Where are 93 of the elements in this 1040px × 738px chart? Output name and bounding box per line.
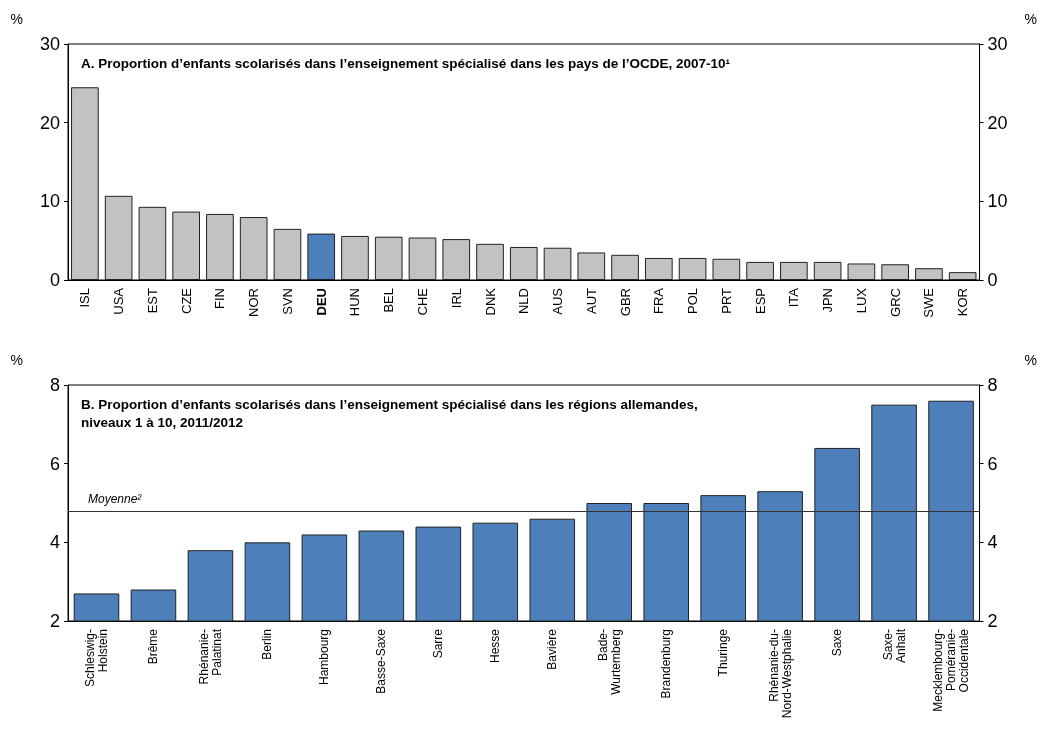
x-tick-label: Berlin xyxy=(260,629,275,660)
x-tick-label: FRA xyxy=(651,287,667,314)
x-tick-label: Bade-Wurtemberg xyxy=(595,629,623,695)
y2-tick-label: 0 xyxy=(987,270,998,290)
x-tick-label: Brême xyxy=(146,628,161,665)
y2-axis-title: % xyxy=(1024,11,1037,27)
y-axis-title: % xyxy=(10,352,23,368)
y2-tick-label: 4 xyxy=(987,532,998,553)
x-tick-label: Brandenburg xyxy=(659,629,674,699)
bar xyxy=(813,261,842,280)
x-tick-label: Schleswig-Holstein xyxy=(82,629,110,688)
y2-tick-label: 20 xyxy=(987,112,1008,133)
x-tick-label: DEU xyxy=(313,288,329,316)
x-tick-label: SVN xyxy=(279,288,295,315)
y-tick-label: 30 xyxy=(39,34,60,54)
text: A. Proportion d’enfants scolarisés dans l’enseignement spécialisé dans les pays de l’OCDE, 2007-10¹ xyxy=(81,55,731,71)
x-tick-label: CZE xyxy=(178,287,194,314)
x-tick-label: ISL xyxy=(77,288,93,308)
bar xyxy=(915,268,943,280)
bar xyxy=(847,263,876,280)
x-tick-label: EST xyxy=(144,287,160,314)
ref-line-label: Moyenne² xyxy=(88,491,143,506)
y2-tick-label: 8 xyxy=(987,375,998,395)
bar xyxy=(746,261,774,280)
x-tick-label: Bavière xyxy=(545,628,560,670)
x-tick-label: JPN xyxy=(820,288,836,313)
x-tick-label: Saxe-Anhalt xyxy=(880,628,908,664)
y-tick-label: 0 xyxy=(49,270,60,290)
x-tick-label: POL xyxy=(685,288,701,315)
bar xyxy=(476,243,504,280)
x-tick-label: PRT xyxy=(718,287,734,314)
y2-tick-label: 2 xyxy=(987,611,998,631)
x-tick-label: AUS xyxy=(550,287,566,315)
x-tick-label: FIN xyxy=(212,288,228,309)
x-tick-label: GBR xyxy=(617,288,633,317)
bar xyxy=(712,258,741,280)
bar xyxy=(374,236,403,280)
x-tick-label: GRC xyxy=(887,288,903,317)
y-axis-title: % xyxy=(10,11,23,27)
bar xyxy=(678,257,707,280)
y-tick-label: 20 xyxy=(39,112,60,133)
x-tick-label: Hambourg xyxy=(317,629,332,686)
x-tick-label: Hesse xyxy=(488,628,503,664)
bar xyxy=(611,254,639,280)
x-tick-label: LUX xyxy=(853,287,869,314)
bar xyxy=(273,228,302,280)
y2-tick-label: 6 xyxy=(987,453,998,474)
x-tick-label: IRL xyxy=(448,288,464,309)
bar xyxy=(442,239,471,280)
x-tick-label: ITA xyxy=(786,287,802,308)
x-tick-label: BEL xyxy=(381,288,397,313)
x-tick-label: Mecklembourg-Poméranie-Occidentale xyxy=(931,628,972,712)
y2-tick-label: 10 xyxy=(987,191,1008,212)
y2-axis-title: % xyxy=(1024,352,1037,368)
bar xyxy=(780,261,808,280)
bar xyxy=(104,195,133,280)
bar xyxy=(543,247,572,280)
bar xyxy=(341,235,369,280)
bar xyxy=(172,211,201,280)
bar xyxy=(239,217,268,280)
bar xyxy=(206,213,234,280)
x-tick-label: ESP xyxy=(752,288,768,315)
y-tick-label: 10 xyxy=(39,191,60,212)
bar xyxy=(71,87,99,280)
bar xyxy=(408,237,437,280)
bar xyxy=(881,264,909,280)
x-tick-label: Basse-Saxe xyxy=(374,628,389,694)
x-tick-label: Rhénanie-Palatinat xyxy=(196,628,224,685)
bar xyxy=(138,206,167,280)
x-tick-label: Sarre xyxy=(431,628,446,659)
y-tick-label: 6 xyxy=(49,453,60,474)
y-tick-label: 8 xyxy=(49,375,60,395)
x-tick-label: DNK xyxy=(482,287,498,316)
x-tick-label: NOR xyxy=(246,288,262,317)
x-tick-label: SWE xyxy=(921,287,937,318)
x-tick-label: Thuringe xyxy=(716,628,731,677)
x-tick-label: HUN xyxy=(347,288,363,317)
y2-tick-label: 30 xyxy=(987,34,1008,54)
bar xyxy=(307,233,336,280)
bar xyxy=(509,246,538,280)
bar xyxy=(948,272,977,280)
y-tick-label: 2 xyxy=(49,611,60,631)
x-tick-label: NLD xyxy=(516,288,532,315)
bar xyxy=(644,257,673,280)
x-tick-label: Saxe xyxy=(830,628,845,657)
x-tick-label: USA xyxy=(111,287,127,315)
text: B. Proportion d’enfants scolarisés dans l’enseignement spécialisé dans les régions allemandes, niveaux 1 à 10, 2011/2012 xyxy=(81,396,702,430)
y-tick-label: 4 xyxy=(49,532,60,553)
x-tick-label: AUT xyxy=(583,287,599,314)
x-tick-label: KOR xyxy=(955,288,971,317)
bar xyxy=(577,252,606,280)
x-tick-label: CHE xyxy=(414,287,430,316)
x-tick-label: Rhénanie-du-Nord-Westphalie xyxy=(766,628,794,719)
